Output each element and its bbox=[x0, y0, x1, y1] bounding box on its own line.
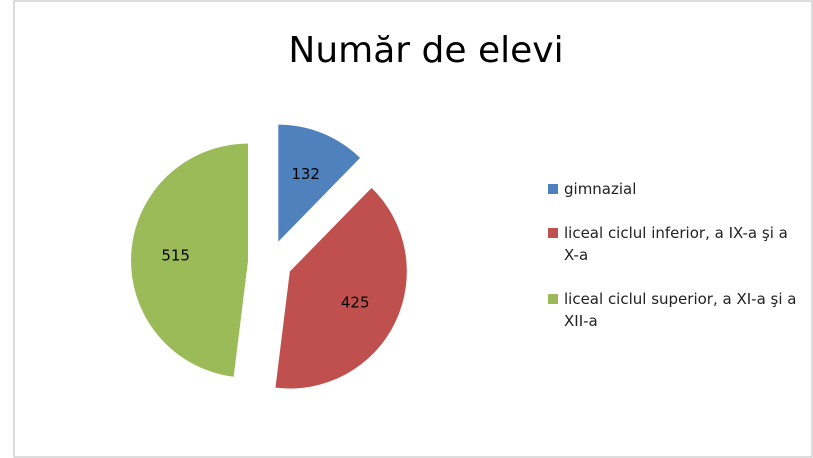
chart-title: Număr de elevi bbox=[288, 30, 563, 71]
legend-label: liceal ciclul superior, a XI-a şi a XII-… bbox=[564, 290, 797, 330]
legend-swatch bbox=[548, 228, 558, 238]
legend-item: gimnazial bbox=[548, 178, 798, 200]
data-label: 425 bbox=[341, 293, 370, 311]
legend-swatch bbox=[548, 184, 558, 194]
legend-item: liceal ciclul inferior, a IX-a şi a X-a bbox=[548, 222, 798, 266]
legend-item: liceal ciclul superior, a XI-a şi a XII-… bbox=[548, 288, 798, 332]
pie-slice bbox=[275, 187, 407, 389]
legend-label: gimnazial bbox=[564, 180, 637, 198]
chart-frame bbox=[13, 0, 813, 458]
pie-slice bbox=[131, 143, 249, 377]
data-label: 132 bbox=[291, 165, 320, 183]
data-label: 515 bbox=[161, 247, 190, 265]
legend-swatch bbox=[548, 294, 558, 304]
pie-slice bbox=[278, 124, 361, 242]
legend-label: liceal ciclul inferior, a IX-a şi a X-a bbox=[564, 224, 788, 264]
legend: gimnazial liceal ciclul inferior, a IX-a … bbox=[548, 178, 798, 354]
